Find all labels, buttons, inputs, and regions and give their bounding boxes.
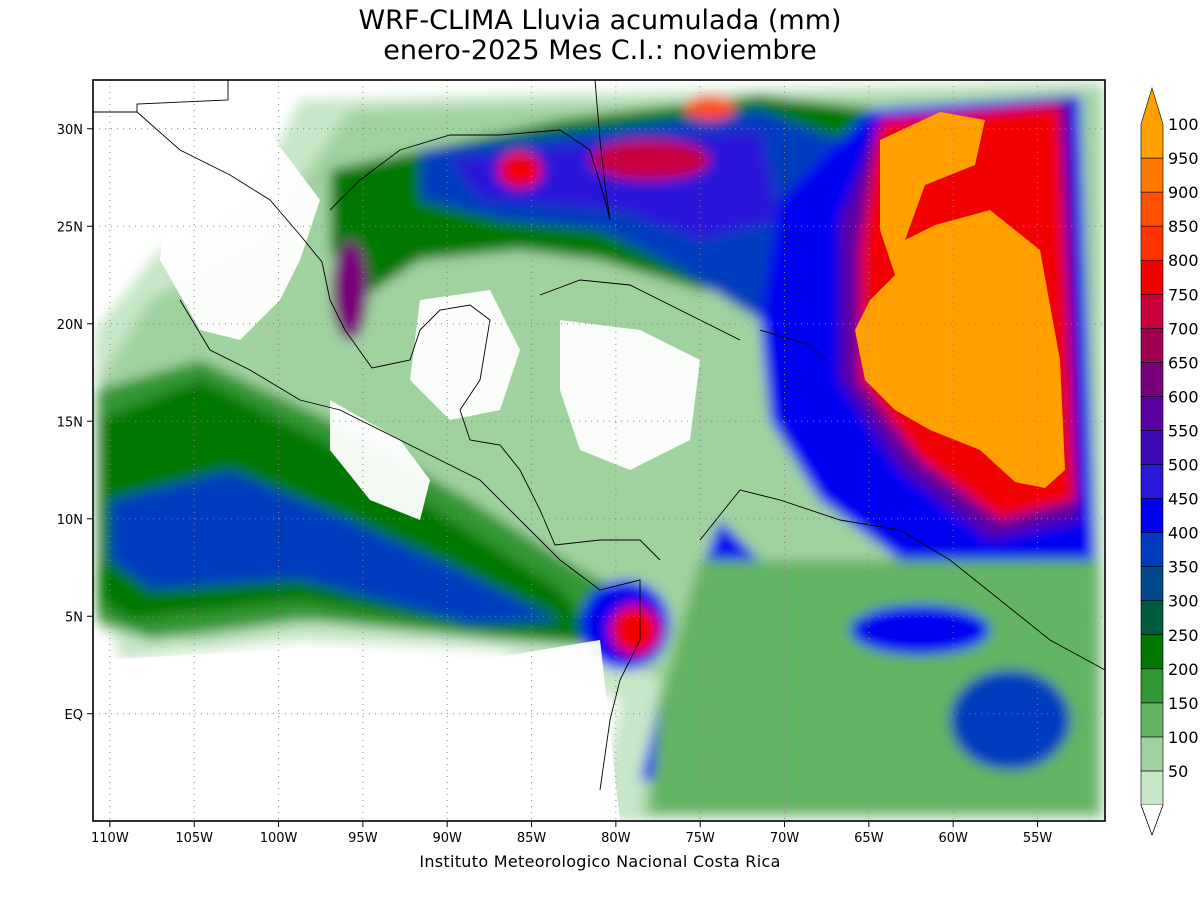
- colorbar-cell: [1140, 702, 1164, 738]
- colorbar: 50 100 150 200 250 300 350 400 450 500 550 600 650 70…: [1140, 86, 1199, 837]
- colorbar-cell: [1140, 498, 1164, 533]
- lat-tick-label: 25N: [57, 220, 83, 235]
- colorbar-cell: [1140, 600, 1164, 636]
- colorbar-label: 250: [1168, 626, 1199, 645]
- coast-hispaniola: [759, 329, 826, 361]
- colorbar-label: 800: [1168, 251, 1199, 270]
- colorbar-label: 350: [1168, 558, 1199, 577]
- credit-text: Instituto Meteorologico Nacional Costa R…: [419, 852, 781, 871]
- colorbar-cell: [1140, 566, 1164, 602]
- colorbar-label: 100: [1168, 115, 1199, 134]
- colorbar-cell: [1140, 225, 1164, 261]
- spot-red-3: [685, 96, 735, 120]
- colorbar-label: 950: [1168, 149, 1199, 168]
- colorbar-cell: [1140, 86, 1164, 159]
- lon-tick-label: 75W: [685, 831, 715, 846]
- lon-tick-label: 80W: [601, 831, 631, 846]
- colorbar-cell: [1140, 157, 1164, 193]
- dry-central-america: [330, 400, 430, 520]
- colorbar-label: 100: [1168, 728, 1199, 747]
- colorbar-cell: [1140, 532, 1164, 567]
- lon-tick-label: 110W: [91, 831, 129, 846]
- lon-tick-label: 60W: [938, 831, 968, 846]
- colorbar-label: 550: [1168, 421, 1199, 440]
- colorbar-label: 900: [1168, 183, 1199, 202]
- map-title: WRF-CLIMA Lluvia acumulada (mm): [358, 5, 842, 36]
- colorbar-cell: [1140, 362, 1164, 397]
- lon-tick-label: 105W: [175, 831, 213, 846]
- colorbar-lower-extend: [1140, 804, 1164, 837]
- coast-us-gulf: [329, 80, 611, 221]
- dry-caribbean: [560, 320, 700, 470]
- plot-frame: [92, 79, 1106, 822]
- spot-amazon-2: [850, 605, 990, 655]
- lat-tick-label: EQ: [65, 708, 83, 723]
- colorbar-label: 50: [1168, 762, 1188, 781]
- coast-gulf-of-mexico: [136, 111, 661, 561]
- colorbar-label: 650: [1168, 353, 1199, 372]
- colorbar-label: 400: [1168, 524, 1199, 543]
- coast-south-america: [699, 489, 1105, 671]
- coastlines: [93, 80, 1105, 791]
- dry-areas: [97, 120, 700, 821]
- zone-atlantic-orange: [855, 112, 1065, 488]
- colorbar-cell: [1140, 327, 1164, 363]
- colorbar-cell: [1140, 736, 1164, 772]
- graticule: [93, 80, 1105, 821]
- rainfall-field: [93, 80, 1105, 821]
- colorbar-cell: [1140, 396, 1164, 431]
- spot-red-4: [332, 240, 368, 340]
- map-subtitle: enero-2025 Mes C.I.: noviembre: [383, 35, 817, 66]
- colorbar-cell: [1140, 770, 1164, 806]
- lat-axis: 30N 25N 20N 15N 10N 5N EQ: [57, 123, 93, 723]
- dry-yucatan: [410, 290, 520, 420]
- colorbar-cell: [1140, 259, 1164, 295]
- spot-red-1: [498, 152, 542, 188]
- lat-tick-label: 15N: [57, 415, 83, 430]
- lat-tick-label: 30N: [57, 123, 83, 138]
- colorbar-cell: [1140, 668, 1164, 704]
- colorbar-label: 700: [1168, 319, 1199, 338]
- zone-pacific-blue: [110, 470, 560, 625]
- lat-tick-label: 20N: [57, 318, 83, 333]
- lon-tick-label: 95W: [348, 831, 378, 846]
- colorbar-label: 500: [1168, 456, 1199, 475]
- lon-tick-label: 65W: [854, 831, 884, 846]
- dry-pacific: [97, 640, 620, 821]
- colorbar-cell: [1140, 634, 1164, 670]
- coast-north-america: [93, 80, 229, 113]
- lon-tick-label: 85W: [517, 831, 547, 846]
- dry-mexico: [160, 120, 320, 340]
- colorbar-cell: [1140, 293, 1164, 329]
- lat-tick-label: 5N: [65, 610, 83, 625]
- lon-axis: 110W 105W 100W 95W 90W 85W 80W 75W 70W 65W 60W 55W: [91, 821, 1052, 846]
- colorbar-label: 450: [1168, 490, 1199, 509]
- colorbar-cell: [1140, 430, 1164, 465]
- colorbar-label: 300: [1168, 592, 1199, 611]
- lon-tick-label: 100W: [260, 831, 298, 846]
- colorbar-cell: [1140, 464, 1164, 499]
- colorbar-label: 200: [1168, 660, 1199, 679]
- lon-tick-label: 55W: [1023, 831, 1053, 846]
- colorbar-label: 750: [1168, 285, 1199, 304]
- colorbar-cell: [1140, 191, 1164, 227]
- lon-tick-label: 70W: [770, 831, 800, 846]
- spot-red-2: [590, 140, 710, 180]
- spot-amazon-1: [950, 670, 1070, 770]
- lon-tick-label: 90W: [432, 831, 462, 846]
- colorbar-label: 850: [1168, 217, 1199, 236]
- coast-cuba: [539, 279, 741, 341]
- colorbar-label: 150: [1168, 694, 1199, 713]
- colorbar-label: 600: [1168, 387, 1199, 406]
- coast-pacific: [179, 299, 641, 791]
- lat-tick-label: 10N: [57, 513, 83, 528]
- spot-panama-red: [610, 605, 660, 655]
